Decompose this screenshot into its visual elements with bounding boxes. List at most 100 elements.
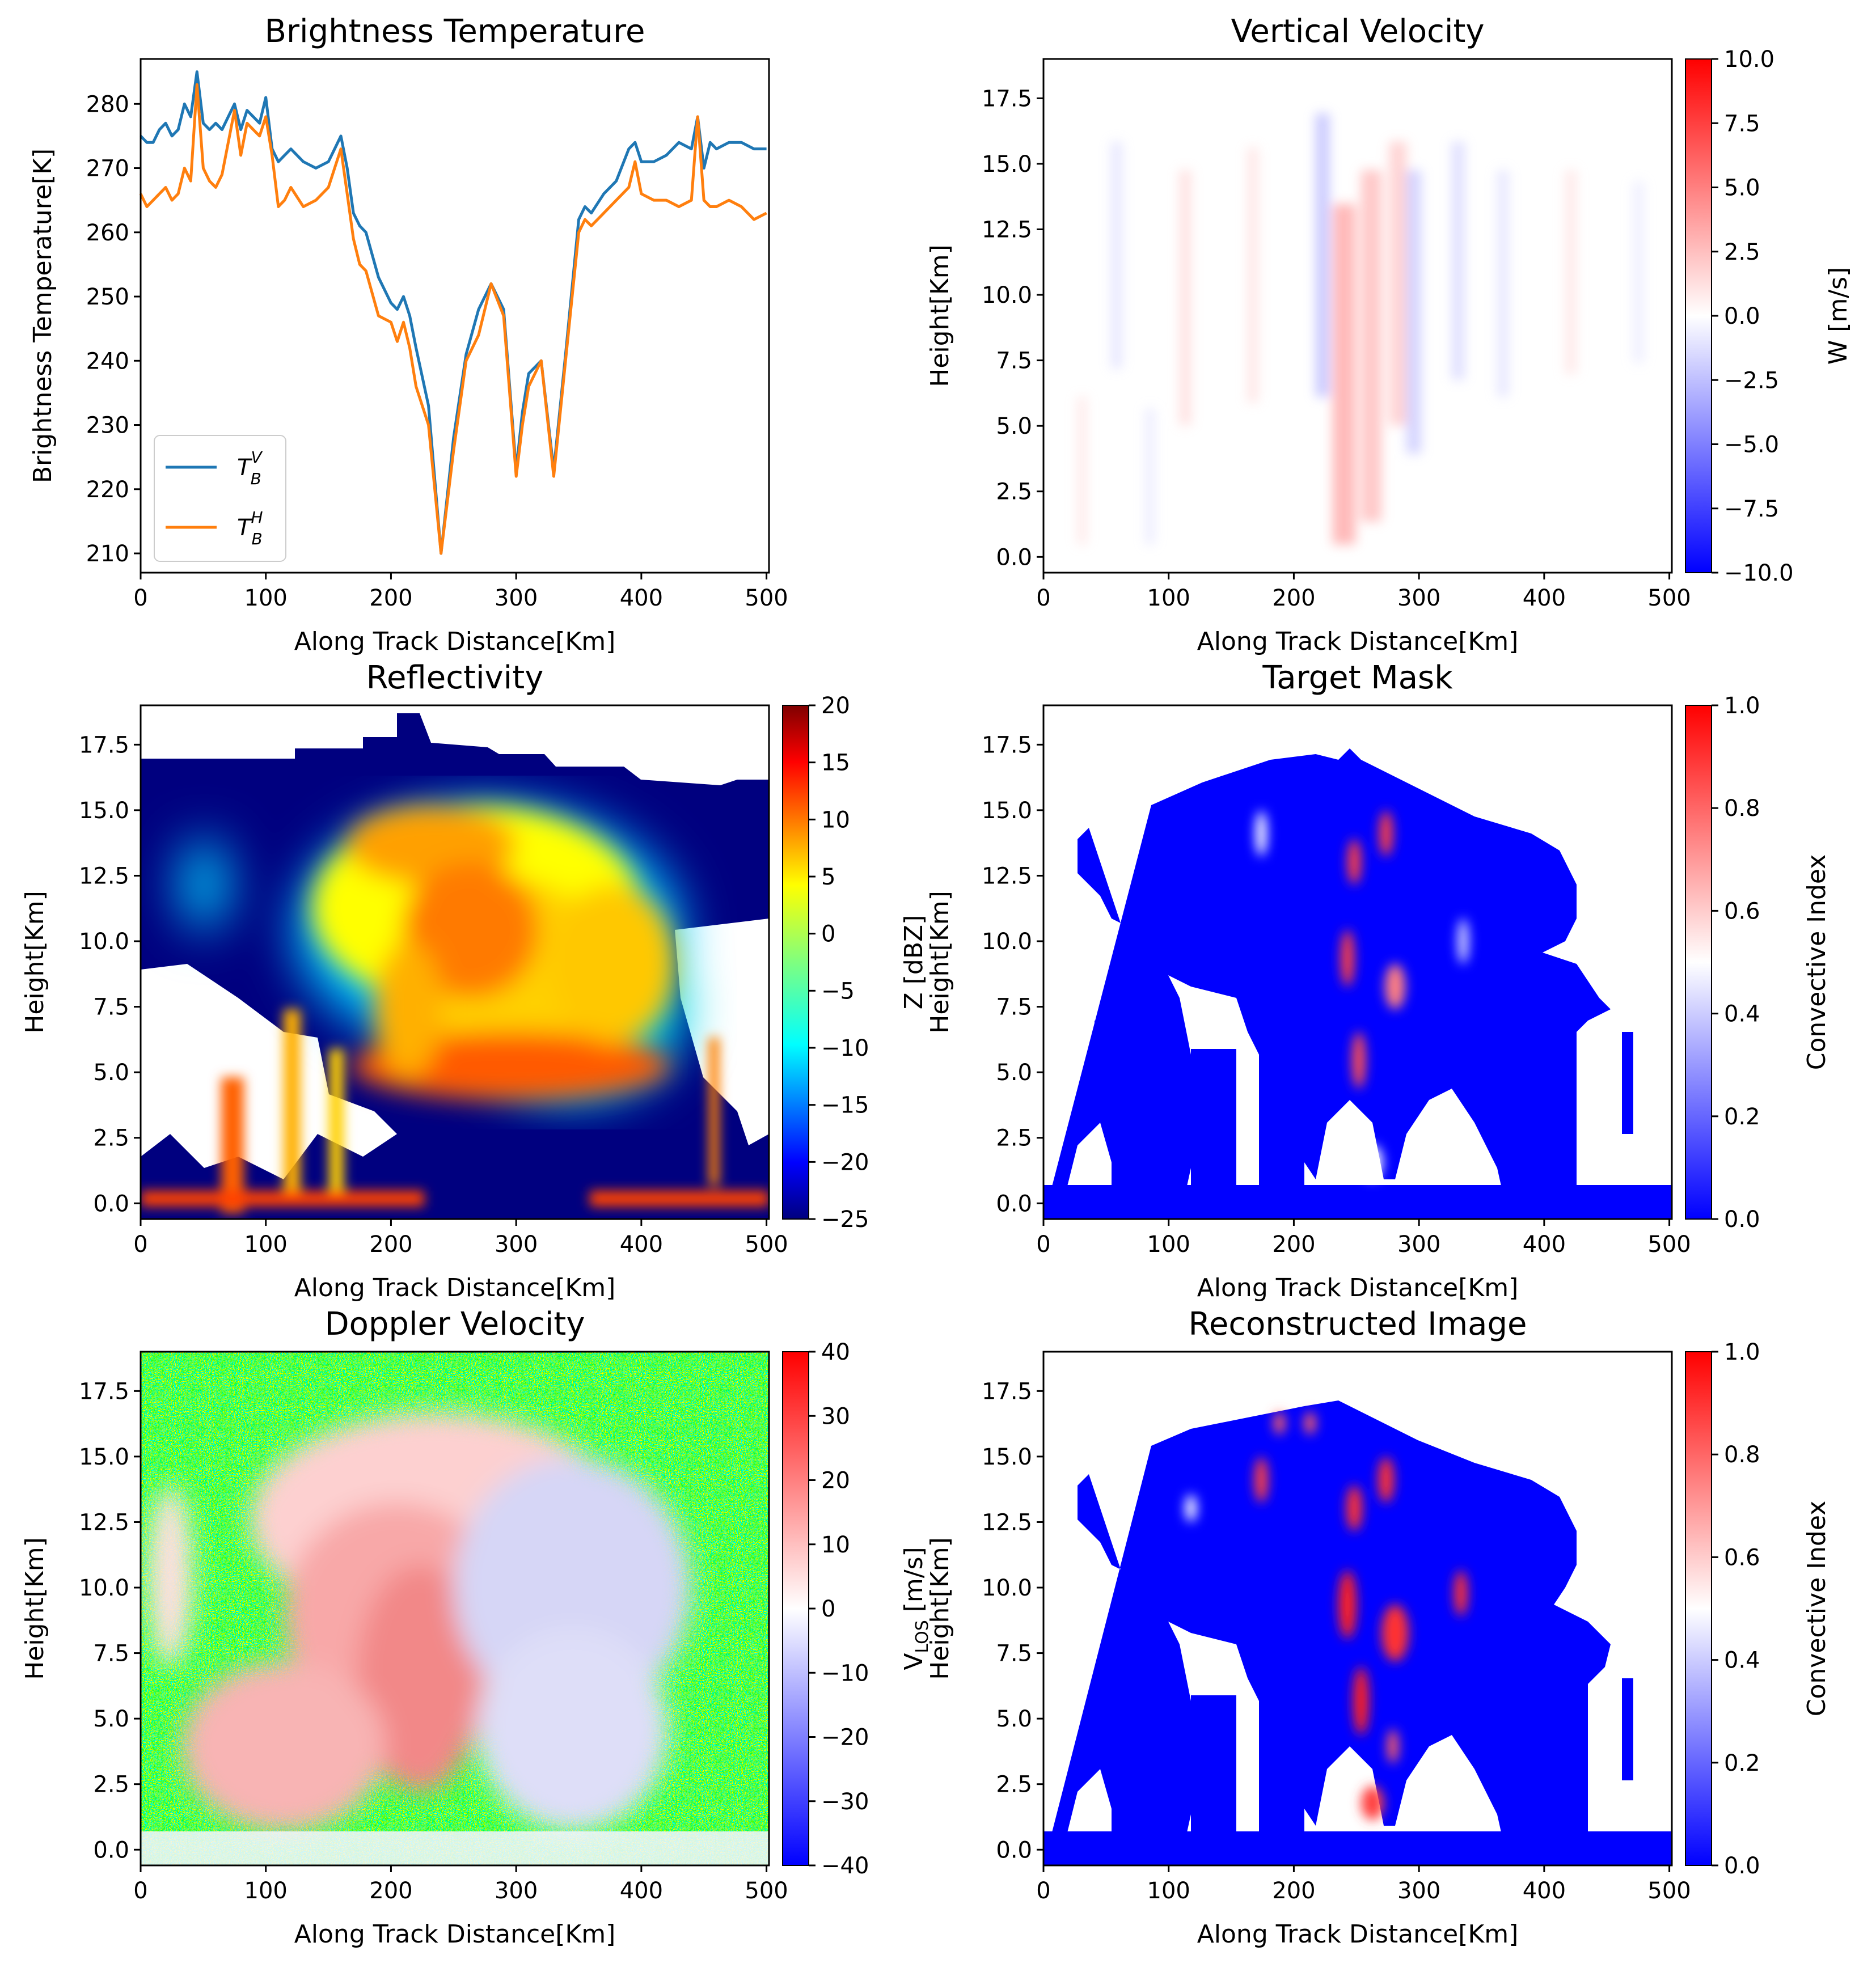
y-tick-label: 0.0 <box>93 1837 129 1863</box>
colorbar-tick-label: 0.6 <box>1724 1544 1760 1571</box>
x-tick-label: 200 <box>1272 1878 1315 1904</box>
x-tick-label: 200 <box>1272 1232 1315 1258</box>
colorbar-tick-label: 10 <box>821 1532 850 1558</box>
y-tick-label: 260 <box>86 220 129 246</box>
x-tick-label: 0 <box>1036 1232 1050 1258</box>
x-axis-label: Along Track Distance[Km] <box>294 627 616 656</box>
colorbar-tick-label: 0.0 <box>1724 1853 1760 1879</box>
colorbar <box>1685 58 1712 573</box>
panel-brightness-temperature: Brightness Temperature 0 100 200 300 400 500 2… <box>28 13 788 656</box>
colorbar-tick-label: −20 <box>821 1725 869 1751</box>
chart-title: Vertical Velocity <box>1231 13 1484 50</box>
colorbar-tick-label: −10 <box>821 1660 869 1686</box>
colorbar-tick-label: 0.2 <box>1724 1750 1760 1776</box>
x-tick-label: 100 <box>1147 1878 1190 1904</box>
y-tick-label: 0.0 <box>996 544 1032 570</box>
colorbar-tick-label: −10.0 <box>1724 560 1794 586</box>
colorbar-tick-label: 20 <box>821 1468 850 1494</box>
colorbar-tick-label: 40 <box>821 1339 850 1365</box>
colorbar-ticks: 10.0 7.5 5.0 2.5 0.0 −2.5 −5.0 −7.5 −10.0 <box>1712 46 1794 586</box>
y-tick-label: 12.5 <box>79 863 129 889</box>
axes-frame <box>140 704 770 1220</box>
colorbar <box>1685 705 1712 1220</box>
y-tick-label: 10.0 <box>79 1575 129 1601</box>
x-tick-label: 100 <box>244 585 288 611</box>
x-tick-label: 400 <box>620 585 663 611</box>
y-tick-label: 5.0 <box>996 1060 1032 1086</box>
colorbar-ticks: 20 15 10 5 0 −5 −10 −15 −20 −25 <box>809 693 869 1233</box>
line-series-tbh <box>139 83 767 555</box>
colorbar-tick-label: −10 <box>821 1035 869 1061</box>
axes-frame <box>1042 704 1673 1220</box>
x-axis-label: Along Track Distance[Km] <box>1197 627 1519 656</box>
y-tick-label: 12.5 <box>982 863 1032 889</box>
x-axis-label: Along Track Distance[Km] <box>294 1273 616 1302</box>
chart-title: Reflectivity <box>366 659 544 696</box>
colorbar-tick-label: 1.0 <box>1724 693 1760 719</box>
colorbar-tick-label: −2.5 <box>1724 367 1779 393</box>
y-tick-label: 15.0 <box>982 1444 1032 1470</box>
colorbar-tick-label: 0.6 <box>1724 898 1760 924</box>
x-tick-label: 400 <box>1523 1878 1566 1904</box>
colorbar-label: Z [dBZ] <box>899 915 928 1010</box>
colorbar-tick-label: −7.5 <box>1724 496 1779 522</box>
x-tick-label: 300 <box>495 1232 538 1258</box>
x-tick-label: 500 <box>745 1878 788 1904</box>
x-axis-label: Along Track Distance[Km] <box>294 1920 616 1949</box>
colorbar-tick-label: 0.4 <box>1724 1648 1760 1674</box>
colorbar-tick-label: 7.5 <box>1724 111 1760 137</box>
y-tick-label: 7.5 <box>996 1641 1032 1667</box>
x-tick-label: 200 <box>369 1232 412 1258</box>
y-tick-label: 17.5 <box>79 732 129 758</box>
colorbar-tick-label: −15 <box>821 1093 869 1119</box>
y-tick-label: 2.5 <box>996 479 1032 505</box>
colorbar <box>782 705 809 1220</box>
legend: TV B TH B <box>154 435 286 562</box>
y-tick-label: 270 <box>86 156 129 182</box>
y-tick-label: 230 <box>86 413 129 439</box>
colorbar-label: W [m/s] <box>1824 267 1853 365</box>
chart-title: Brightness Temperature <box>265 13 645 50</box>
legend-label-tbh: TH B <box>237 508 263 548</box>
x-tick-label: 0 <box>133 1878 147 1904</box>
y-tick-label: 12.5 <box>982 1509 1032 1535</box>
x-tick-label: 200 <box>369 1878 412 1904</box>
x-tick-label: 300 <box>1397 585 1440 611</box>
colorbar-ticks: 1.0 0.8 0.6 0.4 0.2 0.0 <box>1712 693 1760 1233</box>
y-tick-label: 12.5 <box>79 1509 129 1535</box>
y-tick-label: 15.0 <box>79 798 129 824</box>
colorbar-tick-label: 0 <box>821 921 835 947</box>
y-tick-label: 7.5 <box>93 995 129 1021</box>
colorbar-tick-label: 0.8 <box>1724 795 1760 822</box>
y-tick-label: 5.0 <box>93 1706 129 1732</box>
y-tick-label: 5.0 <box>93 1060 129 1086</box>
x-tick-label: 500 <box>745 1232 788 1258</box>
x-tick-label: 100 <box>1147 585 1190 611</box>
axis-ticks: 0 100 200 300 400 500 0.0 2.5 5.0 7.5 10.0 12.5 15.0… <box>79 732 788 1258</box>
colorbar-tick-label: 15 <box>821 750 850 776</box>
panel-reflectivity: Reflectivity <box>20 659 928 1302</box>
axis-ticks: 0 100 200 300 400 500 0.0 2.5 5.0 7.5 10.0 12.5 15.0… <box>982 1378 1691 1904</box>
y-tick-label: 210 <box>86 541 129 567</box>
x-tick-label: 300 <box>495 1878 538 1904</box>
y-axis-label: Height[Km] <box>20 1537 49 1680</box>
y-tick-label: 12.5 <box>982 217 1032 243</box>
axes-frame <box>1042 1351 1673 1867</box>
y-tick-label: 10.0 <box>982 1575 1032 1601</box>
x-axis-label: Along Track Distance[Km] <box>1197 1273 1519 1302</box>
x-tick-label: 100 <box>244 1878 288 1904</box>
axes-frame <box>140 1351 770 1867</box>
panel-reconstructed-image: Reconstructed Image <box>926 1306 1831 1949</box>
y-tick-label: 0.0 <box>996 1837 1032 1863</box>
x-tick-label: 100 <box>1147 1232 1190 1258</box>
axis-ticks: 0 100 200 300 400 500 210 220 230 240 250 260 270 280 <box>86 91 788 611</box>
x-tick-label: 400 <box>620 1878 663 1904</box>
colorbar-tick-label: 10 <box>821 807 850 833</box>
x-tick-label: 0 <box>1036 585 1050 611</box>
y-tick-label: 15.0 <box>79 1444 129 1470</box>
y-tick-label: 7.5 <box>93 1641 129 1667</box>
legend-box <box>154 435 286 562</box>
colorbar-tick-label: 1.0 <box>1724 1339 1760 1365</box>
x-tick-label: 500 <box>1647 585 1691 611</box>
x-tick-label: 300 <box>495 585 538 611</box>
